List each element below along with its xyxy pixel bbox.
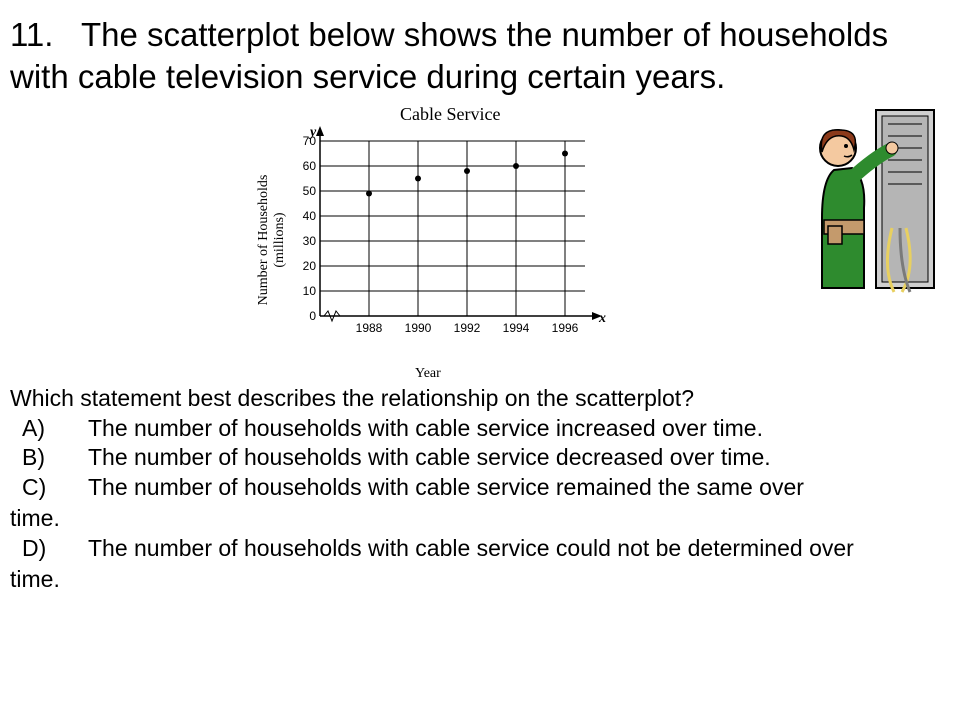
y-tick-label: 10 <box>303 284 317 298</box>
xticks-group: 1988 1990 1992 1994 1996 <box>356 321 579 335</box>
y-tick-label: 60 <box>303 159 317 173</box>
question-title: 11. The scatterplot below shows the numb… <box>10 14 950 98</box>
choice-text: The number of households with cable serv… <box>88 444 771 470</box>
choice-letter: A) <box>22 414 82 443</box>
y-tick-label: 70 <box>303 134 317 148</box>
data-point <box>464 168 470 174</box>
scatterplot-chart: Cable Service Number of Households (mill… <box>240 104 640 382</box>
question-title-text: The scatterplot below shows the number o… <box>10 16 888 95</box>
x-tick-label: 1992 <box>454 321 481 335</box>
choice-text: The number of households with cable serv… <box>88 415 763 441</box>
choice-text-wrap: time. <box>10 565 950 594</box>
data-point <box>513 163 519 169</box>
chart-title: Cable Service <box>400 104 500 125</box>
question-prompt: Which statement best describes the relat… <box>10 384 950 413</box>
answer-choice: A) The number of households with cable s… <box>10 414 950 443</box>
answer-choice: B) The number of households with cable s… <box>10 443 950 472</box>
technician-illustration <box>782 108 940 296</box>
plot-svg: y x 010203040506070 19881990199219941996 <box>302 126 612 366</box>
x-tick-label: 1996 <box>552 321 579 335</box>
choice-letter: B) <box>22 443 82 472</box>
answer-choice: D) The number of households with cable s… <box>10 534 950 563</box>
choice-text: The number of households with cable serv… <box>88 535 854 561</box>
y-axis-unit: (millions) <box>272 155 288 325</box>
data-point <box>562 151 568 157</box>
technician-hand <box>886 142 898 154</box>
y-tick-label: 0 <box>309 309 316 323</box>
x-tick-label: 1988 <box>356 321 383 335</box>
x-var: x <box>598 311 606 326</box>
chart-area: Cable Service Number of Households (mill… <box>10 104 950 382</box>
data-point <box>415 176 421 182</box>
y-tick-label: 20 <box>303 259 317 273</box>
plot-region: y x 010203040506070 19881990199219941996 <box>302 126 612 346</box>
x-tick-label: 1994 <box>503 321 530 335</box>
technician-eye <box>844 144 848 148</box>
y-tick-label: 40 <box>303 209 317 223</box>
x-tick-label: 1990 <box>405 321 432 335</box>
y-arrow-icon <box>316 126 324 136</box>
choice-letter: C) <box>22 473 82 502</box>
answer-choices: A) The number of households with cable s… <box>10 414 950 595</box>
y-axis-label: Number of Households <box>256 155 272 325</box>
data-point <box>366 191 372 197</box>
choice-letter: D) <box>22 534 82 563</box>
x-axis-label: Year <box>415 366 441 382</box>
y-tick-label: 30 <box>303 234 317 248</box>
choice-text: The number of households with cable serv… <box>88 474 804 500</box>
y-tick-label: 50 <box>303 184 317 198</box>
answer-choice: C) The number of households with cable s… <box>10 473 950 502</box>
yticks-group: 0 10 20 30 40 50 60 70 <box>303 134 317 323</box>
question-number: 11. <box>10 16 53 53</box>
tool-pouch <box>828 226 842 244</box>
choice-text-wrap: time. <box>10 504 950 533</box>
grid-group <box>320 141 585 316</box>
